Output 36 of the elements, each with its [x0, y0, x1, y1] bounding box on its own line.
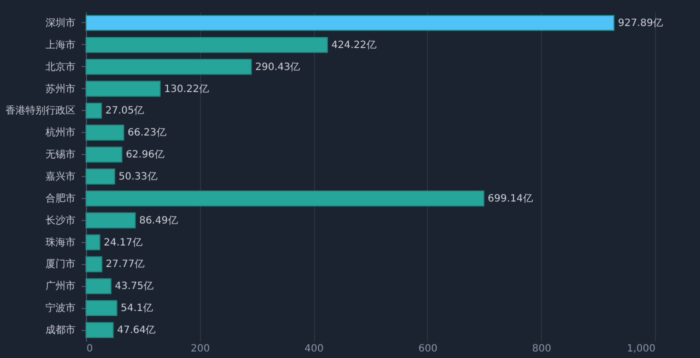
data-label: 86.49亿: [139, 215, 178, 226]
data-label: 27.05亿: [105, 106, 144, 117]
y-tick-label: 无锡市: [46, 148, 76, 161]
x-tick-label: 200: [190, 344, 210, 354]
data-label: 24.17亿: [104, 237, 142, 248]
y-tick-label: 长沙市: [46, 214, 76, 226]
y-tick-label: 香港特别行政区: [6, 104, 76, 117]
y-tick-label: 杭州市: [44, 126, 76, 139]
data-label: 62.96亿: [126, 150, 164, 161]
data-label: 290.43亿: [255, 62, 300, 73]
x-tick-label: 800: [532, 344, 552, 354]
y-tick-label: 成都市: [46, 324, 76, 336]
data-label: 54.1亿: [120, 303, 154, 314]
data-label: 43.75亿: [114, 281, 154, 292]
y-tick-label: 北京市: [46, 60, 76, 73]
data-label: 424.22亿: [331, 40, 376, 51]
y-tick-label: 苏州市: [46, 82, 76, 95]
data-label: 50.33亿: [118, 172, 158, 182]
y-tick-label: 嘉兴市: [46, 170, 76, 182]
data-label: 66.23亿: [128, 128, 166, 139]
y-tick-label: 广州市: [46, 280, 76, 292]
x-tick-label: 1,000: [626, 344, 656, 354]
data-label: 130.22亿: [164, 84, 210, 95]
y-tick-label: 宁波市: [46, 302, 76, 314]
y-tick-label: 珠海市: [46, 236, 76, 248]
data-label: 27.77亿: [106, 259, 144, 270]
x-tick-label: 0: [86, 344, 93, 354]
data-label: 927.89亿: [618, 18, 663, 29]
y-tick-label: 上海市: [46, 38, 76, 51]
y-tick-label: 厦门市: [46, 258, 76, 270]
x-tick-label: 600: [418, 344, 438, 354]
y-tick-label: 合肥市: [46, 192, 76, 204]
y-tick-label: 深圳市: [46, 16, 76, 29]
data-label: 47.64亿: [117, 325, 156, 336]
data-label: 699.14亿: [488, 193, 533, 204]
x-tick-label: 400: [304, 344, 324, 354]
